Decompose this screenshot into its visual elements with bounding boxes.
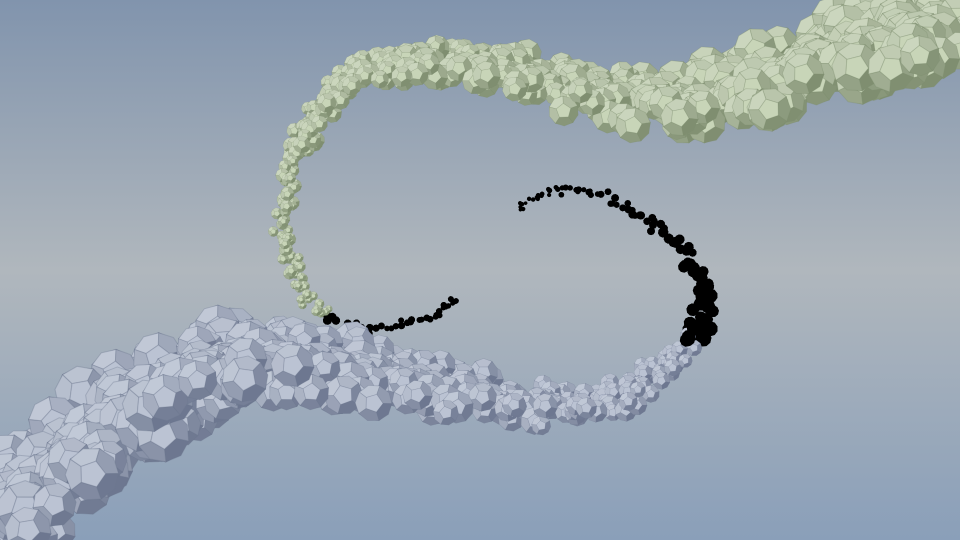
dodecahedron xyxy=(523,201,528,205)
dodecahedron xyxy=(781,53,825,95)
dodecahedron xyxy=(747,88,792,131)
dodecahedron xyxy=(436,312,443,319)
dodecahedron xyxy=(443,305,449,310)
dodecahedron xyxy=(568,78,593,104)
dodecahedron xyxy=(546,186,551,192)
dodecahedron xyxy=(293,135,311,154)
dodecahedron xyxy=(407,318,414,326)
dodecahedron xyxy=(502,76,528,102)
dodecahedron xyxy=(268,226,279,237)
dodecahedron xyxy=(301,289,312,300)
dodecahedron xyxy=(316,93,337,113)
dodecahedron xyxy=(370,69,389,89)
dodecahedron xyxy=(604,188,612,196)
dodecahedron xyxy=(280,187,295,201)
dodecahedron xyxy=(900,35,940,77)
dodecahedron xyxy=(614,107,651,144)
dodecahedron xyxy=(447,296,454,303)
dodecahedron xyxy=(355,66,375,86)
dodecahedron xyxy=(293,260,306,273)
dodecahedron xyxy=(311,306,322,317)
dodecahedron xyxy=(377,322,385,330)
dodecahedron xyxy=(555,186,561,193)
dodecahedron xyxy=(294,252,304,263)
dodecahedron xyxy=(391,65,413,88)
dodecahedron xyxy=(423,314,431,322)
dodecahedron xyxy=(296,272,306,282)
dodecahedron xyxy=(270,207,283,220)
dodecahedron xyxy=(388,325,395,332)
dodecahedron xyxy=(296,294,306,305)
dodecahedron xyxy=(384,325,390,332)
dodecahedron xyxy=(416,316,423,323)
dodecahedron xyxy=(398,317,405,324)
dodecahedron xyxy=(279,199,294,213)
dodecahedron xyxy=(342,76,362,96)
dodecahedron xyxy=(277,253,289,265)
dodecahedron xyxy=(567,185,573,191)
dodecahedron xyxy=(624,199,631,207)
dodecahedron xyxy=(397,322,406,330)
dodecahedron xyxy=(831,43,881,92)
dodecahedron xyxy=(284,172,297,184)
dodecahedron xyxy=(548,95,579,127)
dodecahedron xyxy=(472,61,501,90)
blue-strand xyxy=(0,184,719,540)
dodecahedron xyxy=(293,280,303,291)
dodecahedron xyxy=(311,115,328,133)
dodecahedron xyxy=(284,264,298,277)
dodecahedron xyxy=(526,196,532,202)
dodecahedron xyxy=(660,98,699,137)
dodecahedron xyxy=(277,215,289,227)
dodecahedron xyxy=(278,237,291,250)
dodecahedron xyxy=(450,300,456,306)
dodecahedron xyxy=(678,353,693,368)
dodecahedron xyxy=(322,315,332,325)
dodecahedron xyxy=(675,244,686,255)
dodecahedron xyxy=(559,185,565,191)
dodecahedron xyxy=(286,155,299,167)
dodecahedron xyxy=(530,197,536,202)
